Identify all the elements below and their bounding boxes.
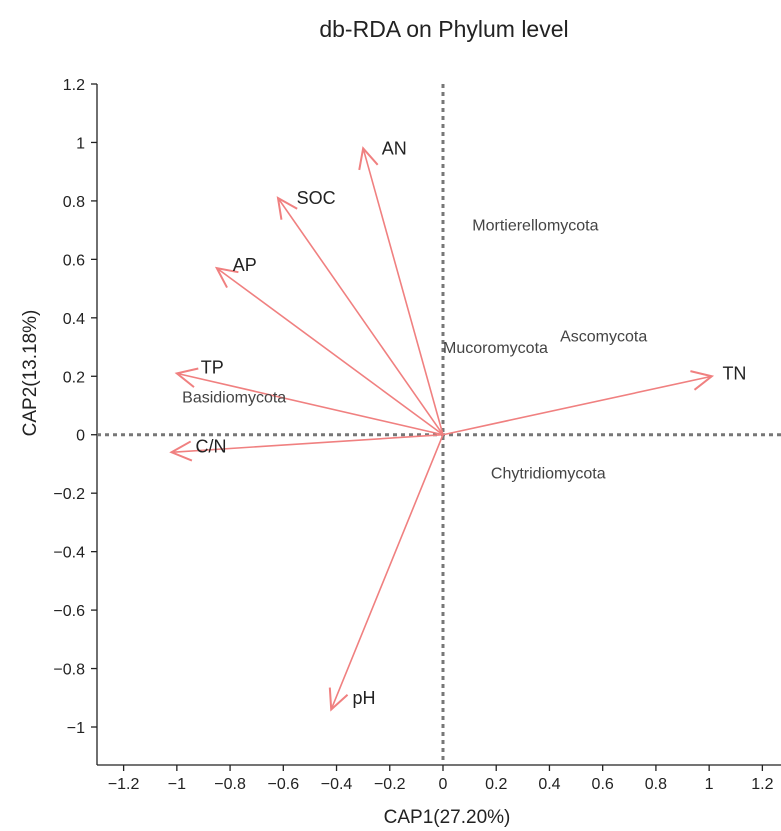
plot-area: −1.2 −1 −0.8 −0.6 −0.4 −0.2 0 0.2 0.4 0.6 0.8 1 1.2 …: [53, 77, 781, 793]
x-axis-title: CAP1(27.20%): [384, 807, 511, 828]
vector-ph: pH: [328, 434, 444, 712]
vector-label: AN: [382, 138, 407, 158]
x-tick-label: 0.2: [485, 776, 507, 793]
vector-label: TN: [722, 363, 746, 383]
arrow-head: [174, 367, 199, 388]
x-tick-label: 0.8: [645, 776, 667, 793]
y-tick-label: −0.4: [53, 545, 85, 562]
arrow-head: [214, 266, 239, 289]
x-ticks: −1.2 −1 −0.8 −0.6 −0.4 −0.2 0 0.2 0.4 0.6 0.8 1 1.2: [108, 765, 774, 793]
vector-tn: TN: [442, 363, 746, 436]
vector-shaft: [176, 372, 444, 436]
vector-label: SOC: [297, 188, 336, 208]
vectors: AN SOC AP TP C/N TN pH: [169, 138, 746, 712]
vector-shaft: [277, 197, 444, 436]
y-tick-label: 0.8: [63, 194, 85, 211]
y-tick-label: −0.2: [53, 486, 85, 503]
x-tick-label: −1: [168, 776, 186, 793]
taxon-label-ascomycota: Ascomycota: [560, 328, 647, 345]
arrow-head: [690, 370, 715, 391]
x-tick-label: −1.2: [108, 776, 140, 793]
vector-an: AN: [358, 138, 444, 435]
x-tick-label: −0.6: [268, 776, 300, 793]
x-tick-label: 0.4: [538, 776, 560, 793]
y-tick-label: −1: [67, 720, 85, 737]
y-tick-label: 1: [76, 135, 85, 152]
y-tick-label: 0.4: [63, 311, 85, 328]
x-tick-label: 1: [705, 776, 714, 793]
x-tick-label: 0.6: [592, 776, 614, 793]
vector-shaft: [216, 267, 444, 436]
vector-shaft: [362, 148, 444, 435]
taxa-labels: Mortierellomycota Ascomycota Mucoromycota B…: [182, 217, 647, 482]
vector-shaft: [171, 433, 444, 454]
vector-soc: SOC: [276, 188, 444, 436]
vector-label: AP: [233, 255, 257, 275]
y-tick-label: 0.2: [63, 369, 85, 386]
vector-label: C/N: [195, 436, 226, 456]
taxon-label-basidiomycota: Basidiomycota: [182, 390, 286, 407]
chart-title: db-RDA on Phylum level: [319, 16, 568, 42]
vector-label: TP: [201, 358, 224, 378]
x-tick-label: 1.2: [751, 776, 773, 793]
y-tick-label: 0: [76, 428, 85, 445]
arrow-head: [358, 146, 379, 171]
x-tick-label: −0.8: [214, 776, 246, 793]
taxon-label-mucoromycota: Mucoromycota: [443, 340, 548, 357]
vector-label: pH: [353, 688, 376, 708]
vector-tp: TP: [174, 358, 444, 436]
y-axis-title: CAP2(13.18%): [20, 310, 41, 437]
x-tick-label: −0.2: [374, 776, 406, 793]
vector-shaft: [330, 434, 444, 710]
y-tick-label: −0.8: [53, 662, 85, 679]
taxon-label-mortierellomycota: Mortierellomycota: [472, 217, 598, 234]
x-tick-label: 0: [439, 776, 448, 793]
y-ticks: −1 −0.8 −0.6 −0.4 −0.2 0 0.2 0.4 0.6 0.8 1 1.2: [53, 77, 97, 737]
x-tick-label: −0.4: [321, 776, 353, 793]
vector-ap: AP: [214, 255, 444, 436]
arrow-head: [276, 196, 298, 220]
arrow-head: [328, 687, 349, 712]
arrow-head: [169, 440, 193, 462]
y-tick-label: 1.2: [63, 77, 85, 94]
vector-shaft: [442, 375, 712, 436]
y-tick-label: 0.6: [63, 252, 85, 269]
vector-c-n: C/N: [169, 433, 444, 462]
taxon-label-chytridiomycota: Chytridiomycota: [491, 466, 606, 483]
y-tick-label: −0.6: [53, 603, 85, 620]
